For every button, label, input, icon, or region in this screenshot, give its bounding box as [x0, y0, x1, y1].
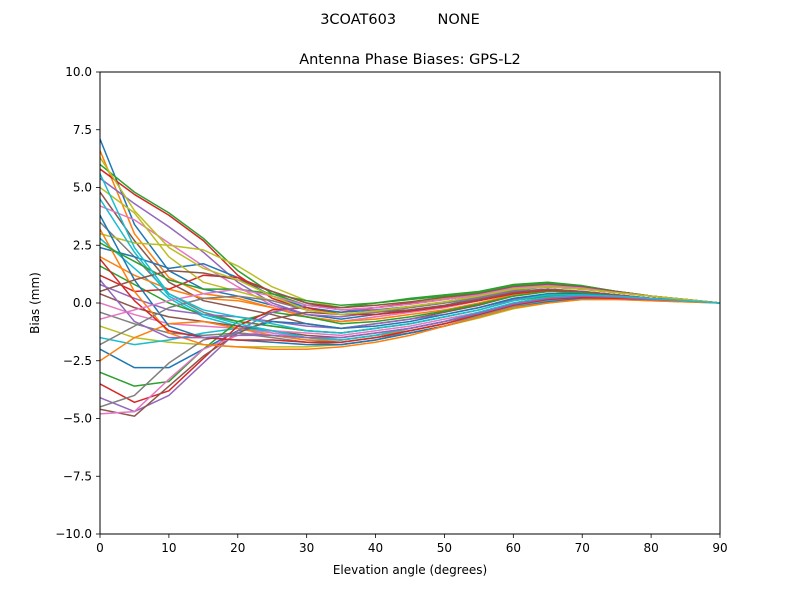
series-line-35 [100, 279, 720, 339]
y-tick-label: 0.0 [73, 296, 92, 310]
series-line-40 [100, 173, 720, 334]
x-tick-label: 50 [437, 541, 452, 555]
x-tick-label: 80 [643, 541, 658, 555]
x-tick-label: 70 [575, 541, 590, 555]
x-tick-label: 0 [96, 541, 104, 555]
series-line-32 [100, 228, 720, 350]
x-tick-label: 10 [161, 541, 176, 555]
x-tick-label: 60 [506, 541, 521, 555]
y-tick-label: −2.5 [63, 354, 92, 368]
series-line-36 [100, 269, 720, 309]
y-tick-label: 5.0 [73, 181, 92, 195]
x-tick-label: 40 [368, 541, 383, 555]
x-tick-label: 20 [230, 541, 245, 555]
x-tick-label: 30 [299, 541, 314, 555]
y-axis: −10.0 −7.5 −5.0 −2.5 0.0 2.5 5.0 7.5 10.0 [55, 65, 100, 541]
y-tick-label: −5.0 [63, 412, 92, 426]
x-axis-label: Elevation angle (degrees) [333, 563, 487, 577]
chart-title: Antenna Phase Biases: GPS-L2 [299, 52, 521, 68]
y-tick-label: −10.0 [55, 527, 92, 541]
chart-suptitle: 3COAT603 NONE [320, 12, 480, 28]
series-layer [100, 138, 720, 417]
x-tick-label: 90 [712, 541, 727, 555]
y-tick-label: 10.0 [65, 65, 92, 79]
y-axis-label: Bias (mm) [28, 272, 42, 334]
y-tick-label: 7.5 [73, 123, 92, 137]
x-axis: 0 10 20 30 40 50 60 70 80 90 [96, 534, 728, 555]
series-line-39 [100, 157, 720, 316]
series-line-26 [100, 288, 720, 417]
y-tick-label: 2.5 [73, 238, 92, 252]
y-tick-label: −7.5 [63, 469, 92, 483]
